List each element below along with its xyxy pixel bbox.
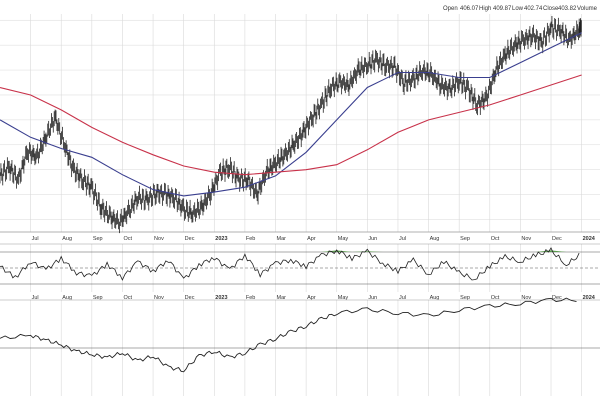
open-value: 406.07 bbox=[460, 6, 479, 12]
price-x-axis: Jul Aug Sep Oct Nov Dec 2023 Feb Mar Apr May Jun Jul… bbox=[32, 236, 596, 242]
x-tick-label: May bbox=[338, 295, 349, 301]
x-tick-label: Sep bbox=[93, 236, 103, 242]
high-label: High bbox=[479, 6, 491, 12]
x-tick-label: Aug bbox=[430, 295, 440, 301]
oscillator-overbought-fill bbox=[321, 250, 337, 252]
x-tick-label: Oct bbox=[491, 295, 500, 301]
x-tick-label: Oct bbox=[123, 236, 132, 242]
moving-average-short-line bbox=[0, 32, 582, 197]
x-tick-label: Sep bbox=[93, 295, 103, 301]
low-value: 402.74 bbox=[524, 6, 543, 12]
x-tick-label: 2024 bbox=[583, 236, 596, 242]
x-tick-label: Jul bbox=[32, 236, 39, 242]
x-tick-label: Nov bbox=[154, 295, 164, 301]
x-tick-label: Nov bbox=[521, 295, 531, 301]
x-tick-label: Oct bbox=[123, 295, 132, 301]
volume-label: Volume bbox=[577, 6, 598, 12]
x-tick-label: Dec bbox=[185, 236, 195, 242]
x-tick-label: 2024 bbox=[583, 295, 596, 301]
oscillator-line bbox=[0, 247, 580, 281]
x-tick-label: Dec bbox=[552, 236, 562, 242]
x-tick-label: Oct bbox=[491, 236, 500, 242]
x-tick-label: Mar bbox=[277, 295, 287, 301]
header-bar: Open 406.07 High 409.87 Low 402.74 Close… bbox=[443, 6, 598, 12]
x-tick-label: Sep bbox=[460, 295, 470, 301]
x-tick-label: 2023 bbox=[215, 295, 227, 301]
relative-panel bbox=[0, 297, 600, 396]
high-value: 409.87 bbox=[493, 6, 512, 12]
x-tick-label: Feb bbox=[246, 236, 255, 242]
x-tick-label: Aug bbox=[62, 295, 72, 301]
oscillator-overbought-fill bbox=[367, 251, 383, 252]
relative-line bbox=[0, 297, 577, 373]
x-tick-label: Sep bbox=[460, 236, 470, 242]
x-tick-label: 2023 bbox=[215, 236, 227, 242]
x-tick-label: Dec bbox=[185, 295, 195, 301]
x-tick-label: Jun bbox=[368, 236, 377, 242]
x-tick-label: Nov bbox=[154, 236, 164, 242]
x-tick-label: Jul bbox=[399, 295, 406, 301]
x-tick-label: May bbox=[338, 236, 349, 242]
close-value: 403.82 bbox=[558, 6, 577, 12]
moving-average-long-line bbox=[0, 74, 582, 176]
x-tick-label: Mar bbox=[277, 236, 287, 242]
low-label: Low bbox=[512, 6, 524, 12]
x-tick-label: Dec bbox=[552, 295, 562, 301]
x-tick-label: Jul bbox=[32, 295, 39, 301]
close-label: Close bbox=[543, 6, 559, 12]
oscillator-x-axis: Jul Aug Sep Oct Nov Dec 2023 Feb Mar Apr May Jun Jul… bbox=[32, 295, 596, 301]
open-label: Open bbox=[443, 6, 458, 12]
x-tick-label: Jun bbox=[368, 295, 377, 301]
x-tick-label: Feb bbox=[246, 295, 255, 301]
x-tick-label: Aug bbox=[62, 236, 72, 242]
x-tick-label: Aug bbox=[430, 236, 440, 242]
x-tick-label: Nov bbox=[521, 236, 531, 242]
price-panel bbox=[0, 14, 600, 234]
x-tick-label: Jul bbox=[399, 236, 406, 242]
x-tick-label: Apr bbox=[307, 295, 316, 301]
oscillator-overbought-fill bbox=[551, 250, 567, 252]
oscillator-panel bbox=[0, 243, 600, 292]
oscillator-overbought-fill bbox=[535, 250, 552, 252]
x-tick-label: Apr bbox=[307, 236, 316, 242]
oscillator-overbought-fill bbox=[336, 250, 353, 252]
